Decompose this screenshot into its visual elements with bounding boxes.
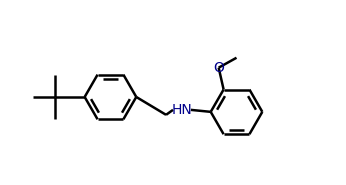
- Text: HN: HN: [172, 103, 192, 117]
- Text: O: O: [213, 61, 224, 75]
